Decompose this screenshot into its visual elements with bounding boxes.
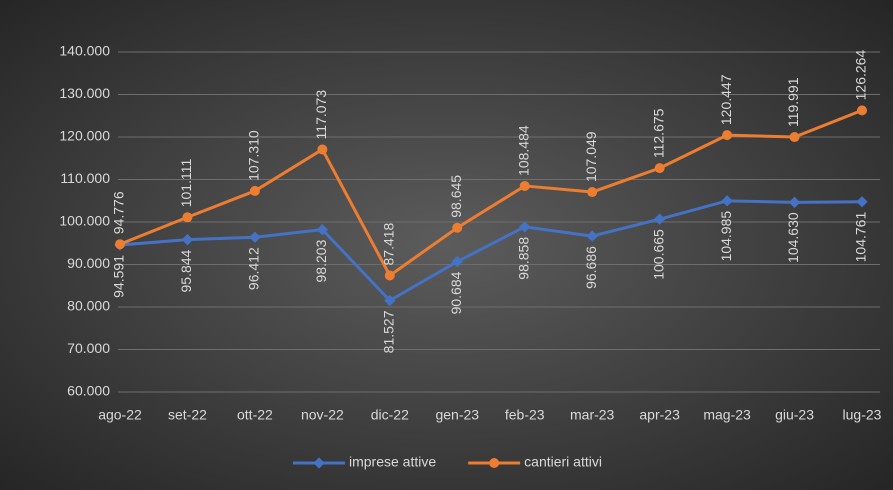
- data-label: 104.630: [785, 212, 801, 263]
- data-label: 90.684: [448, 271, 464, 314]
- data-label: 126.264: [853, 50, 869, 101]
- x-tick-label: dic-22: [371, 407, 409, 423]
- data-label: 104.985: [718, 211, 734, 262]
- y-tick-label: 80.000: [67, 298, 110, 314]
- marker: [721, 195, 733, 207]
- marker: [587, 187, 598, 198]
- x-tick-label: lug-23: [843, 407, 882, 423]
- data-label: 96.686: [583, 246, 599, 289]
- data-label: 94.776: [111, 191, 127, 234]
- y-tick-label: 100.000: [59, 213, 110, 229]
- marker: [857, 105, 867, 116]
- data-label: 96.412: [246, 247, 262, 290]
- marker: [182, 212, 193, 223]
- marker: [519, 221, 531, 233]
- data-label: 95.844: [178, 249, 194, 292]
- data-label: 101.111: [178, 159, 194, 208]
- data-label: 94.591: [111, 255, 127, 298]
- marker: [856, 196, 868, 208]
- marker: [452, 222, 463, 233]
- marker: [451, 255, 463, 268]
- data-label: 100.665: [650, 229, 666, 280]
- data-label: 120.447: [718, 74, 734, 125]
- y-tick-label: 140.000: [59, 43, 110, 59]
- y-tick-label: 90.000: [67, 255, 110, 271]
- data-label: 104.761: [853, 212, 869, 263]
- marker: [653, 213, 666, 225]
- data-label: 107.310: [246, 130, 262, 181]
- marker: [316, 223, 329, 236]
- data-label: 107.049: [583, 131, 599, 182]
- x-tick-label: ott-22: [237, 407, 273, 423]
- marker: [115, 239, 125, 250]
- data-label: 98.203: [313, 239, 329, 282]
- marker: [519, 180, 530, 191]
- data-label: 119.991: [785, 77, 801, 127]
- marker: [789, 132, 800, 143]
- data-label: 117.073: [313, 90, 329, 140]
- marker: [586, 230, 598, 242]
- y-tick-label: 70.000: [67, 340, 110, 356]
- x-tick-label: set-22: [168, 407, 207, 423]
- legend-label: cantieri attivi: [524, 454, 602, 470]
- marker: [722, 130, 733, 141]
- y-tick-label: 130.000: [59, 85, 110, 101]
- y-tick-label: 120.000: [59, 128, 110, 144]
- marker: [384, 270, 395, 281]
- data-label: 98.858: [515, 237, 531, 280]
- x-tick-label: nov-22: [301, 407, 344, 423]
- y-tick-label: 60.000: [67, 383, 110, 399]
- x-tick-label: feb-23: [505, 407, 545, 423]
- data-label: 108.484: [515, 125, 531, 176]
- x-tick-label: mag-23: [703, 407, 751, 423]
- legend-marker: [313, 457, 325, 469]
- data-label: 87.418: [381, 222, 397, 265]
- legend-marker: [489, 458, 500, 468]
- marker: [249, 185, 260, 196]
- marker: [181, 234, 194, 246]
- x-tick-label: apr-23: [639, 407, 680, 423]
- marker: [249, 231, 261, 243]
- x-tick-label: mar-23: [570, 407, 615, 423]
- marker: [384, 294, 396, 307]
- series-line: [119, 199, 863, 303]
- x-tick-label: giu-23: [775, 407, 814, 423]
- data-label: 98.645: [448, 175, 464, 218]
- data-label: 81.527: [381, 310, 397, 353]
- series-line: [119, 108, 863, 277]
- marker: [317, 144, 328, 155]
- x-tick-label: gen-23: [435, 407, 479, 423]
- marker: [788, 196, 801, 208]
- y-tick-label: 110.000: [60, 170, 110, 186]
- data-label: 112.675: [650, 108, 666, 158]
- marker: [654, 163, 665, 174]
- legend-label: imprese attive: [349, 454, 436, 470]
- x-tick-label: ago-22: [98, 407, 142, 423]
